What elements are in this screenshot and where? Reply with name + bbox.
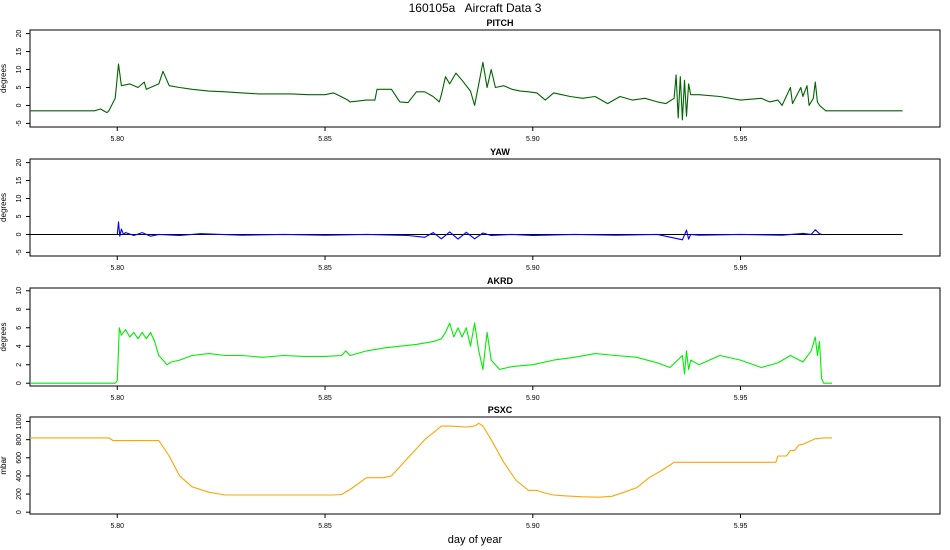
psxc-x-tick-label: 5.85 <box>318 523 332 530</box>
pitch-x-tick-label: 5.90 <box>526 136 540 143</box>
psxc-y-tick-label: 1000 <box>16 414 23 430</box>
pitch-x-tick-label: 5.80 <box>110 136 124 143</box>
yaw-y-tick-label: 10 <box>16 195 23 203</box>
yaw-y-tick-label: 20 <box>16 159 23 167</box>
akrd-x-tick-label: 5.80 <box>110 395 124 402</box>
pitch-y-tick-label: 5 <box>16 85 23 89</box>
akrd-panel-title: AKRD <box>487 276 513 286</box>
yaw-panel-title: YAW <box>490 147 510 157</box>
akrd-y-tick-label: 10 <box>16 287 23 295</box>
pitch-y-axis-label: degrees <box>0 64 8 93</box>
akrd-y-tick-label: 4 <box>16 344 23 348</box>
yaw-y-tick-label: 15 <box>16 177 23 185</box>
yaw-panel: YAW degrees -5 0 5 10 15 20 5.80 5.85 5.90 5.95 <box>0 147 941 272</box>
pitch-panel-title: PITCH <box>487 18 514 28</box>
yaw-y-tick-label: 0 <box>16 232 23 236</box>
psxc-series-line <box>30 422 832 498</box>
psxc-plot-frame <box>29 416 941 515</box>
akrd-x-tick-label: 5.90 <box>526 395 540 402</box>
akrd-y-tick-label: 6 <box>16 326 23 330</box>
psxc-y-tick-label: 800 <box>16 434 23 446</box>
psxc-y-tick-label: 400 <box>16 470 23 482</box>
yaw-x-tick-label: 5.90 <box>526 265 540 272</box>
psxc-panel-title: PSXC <box>488 405 513 415</box>
psxc-y-axis-label: mbar <box>0 456 8 475</box>
psxc-x-tick-label: 5.95 <box>734 523 748 530</box>
pitch-panel: PITCH degrees -5 0 5 10 15 20 5.80 5.85 5.90 5.95 <box>0 18 941 143</box>
psxc-y-tick-label: 600 <box>16 452 23 464</box>
pitch-series-line <box>30 61 903 121</box>
yaw-x-tick-label: 5.95 <box>734 265 748 272</box>
psxc-x-tick-label: 5.80 <box>110 523 124 530</box>
akrd-plot-frame <box>29 287 941 387</box>
akrd-x-tick-label: 5.95 <box>734 395 748 402</box>
akrd-y-tick-label: 8 <box>16 307 23 311</box>
akrd-panel: AKRD degrees 0 2 4 6 8 10 5.80 5.85 5.90 5.95 <box>0 276 941 402</box>
psxc-y-tick-label: 0 <box>16 510 23 514</box>
yaw-y-axis-label: degrees <box>0 193 8 222</box>
yaw-x-tick-label: 5.80 <box>110 265 124 272</box>
akrd-y-tick-label: 0 <box>16 381 23 385</box>
akrd-y-axis-label: degrees <box>0 323 8 352</box>
pitch-y-tick-label: 15 <box>16 48 23 56</box>
akrd-series-line <box>30 322 832 384</box>
akrd-x-tick-label: 5.85 <box>318 395 332 402</box>
pitch-x-tick-label: 5.95 <box>734 136 748 143</box>
yaw-series-line <box>116 221 822 241</box>
x-axis-label: day of year <box>448 534 503 546</box>
pitch-y-tick-label: 10 <box>16 66 23 74</box>
yaw-y-tick-label: -5 <box>16 249 23 255</box>
psxc-panel: PSXC mbar 0 200 400 600 800 1000 5.80 5.85 5.90 5.9… <box>0 405 941 530</box>
yaw-y-tick-label: 5 <box>16 214 23 218</box>
psxc-y-tick-label: 200 <box>16 488 23 500</box>
pitch-x-tick-label: 5.85 <box>318 136 332 143</box>
pitch-y-tick-label: -5 <box>16 120 23 126</box>
figure-title: 160105a Aircraft Data 3 <box>408 1 542 15</box>
pitch-plot-frame <box>29 29 941 128</box>
pitch-y-tick-label: 0 <box>16 103 23 107</box>
yaw-x-tick-label: 5.85 <box>318 265 332 272</box>
psxc-x-tick-label: 5.90 <box>526 523 540 530</box>
akrd-y-tick-label: 2 <box>16 363 23 367</box>
pitch-y-tick-label: 20 <box>16 30 23 38</box>
yaw-plot-frame <box>29 158 941 257</box>
